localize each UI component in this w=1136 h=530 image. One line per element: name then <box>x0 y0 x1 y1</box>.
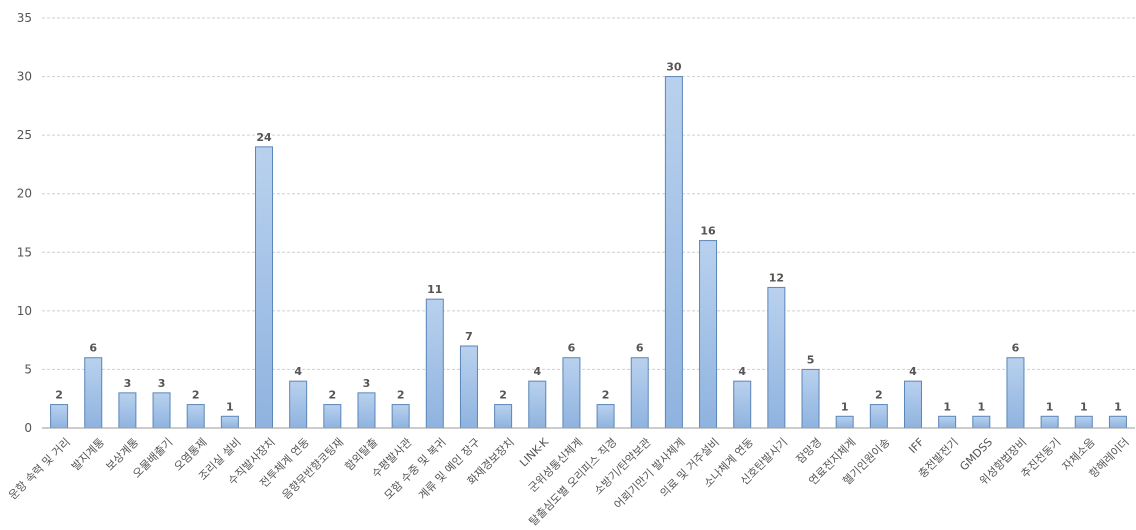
x-category-label: 계류 및 예인 장구 <box>416 436 483 503</box>
bar <box>699 240 718 429</box>
data-label: 6 <box>636 342 644 355</box>
bar <box>835 415 854 429</box>
y-tick-label: 20 <box>17 187 32 201</box>
y-tick-label: 5 <box>24 362 32 376</box>
data-label: 16 <box>700 225 716 238</box>
data-label: 12 <box>769 271 784 284</box>
y-tick-label: 35 <box>17 11 32 25</box>
data-label: 1 <box>1080 400 1088 413</box>
data-label: 2 <box>397 389 405 402</box>
bars <box>50 76 1127 429</box>
x-category-label: 모함 수중 및 복귀 <box>382 436 449 503</box>
bar <box>459 345 478 429</box>
x-category-label: IFF <box>906 436 926 456</box>
bar <box>1108 415 1127 429</box>
bar <box>118 392 137 429</box>
x-category-label: 운항 속력 및 거리 <box>6 436 73 503</box>
data-label: 2 <box>875 389 883 402</box>
bar <box>391 404 410 429</box>
bar <box>972 415 991 429</box>
bar <box>733 380 752 429</box>
data-label: 30 <box>666 61 682 74</box>
data-label: 2 <box>499 389 507 402</box>
bar <box>664 76 683 429</box>
data-label: 1 <box>943 400 951 413</box>
bar <box>1040 415 1059 429</box>
x-category-label: 의료 및 거주설비 <box>658 436 722 500</box>
data-label: 2 <box>602 389 610 402</box>
bar <box>596 404 615 429</box>
bar <box>186 404 205 429</box>
x-category-label: 잠망경 <box>794 436 825 467</box>
bar <box>562 357 581 429</box>
data-label: 3 <box>363 377 371 390</box>
data-label: 6 <box>568 342 576 355</box>
data-label: 3 <box>124 377 132 390</box>
data-label: 6 <box>89 342 97 355</box>
data-label: 1 <box>226 400 234 413</box>
data-label: 1 <box>1114 400 1122 413</box>
bar <box>630 357 649 429</box>
x-category-label: 발지계통 <box>69 436 107 474</box>
data-label: 3 <box>158 377 166 390</box>
bar <box>938 415 957 429</box>
data-label: 4 <box>294 365 302 378</box>
bar <box>869 404 888 429</box>
y-tick-label: 15 <box>17 245 32 259</box>
data-label: 2 <box>192 389 200 402</box>
bar <box>425 298 444 429</box>
y-tick-label: 0 <box>24 421 32 435</box>
y-tick-label: 25 <box>17 128 32 142</box>
data-label: 5 <box>807 353 815 366</box>
y-tick-label: 10 <box>17 304 32 318</box>
bar <box>903 380 922 429</box>
bar <box>528 380 547 429</box>
data-label: 1 <box>841 400 849 413</box>
data-label: 4 <box>533 365 541 378</box>
data-label: 7 <box>465 330 473 343</box>
bar <box>494 404 513 429</box>
bar <box>801 368 820 429</box>
data-label: 2 <box>55 389 63 402</box>
bar <box>152 392 171 429</box>
data-label: 1 <box>977 400 985 413</box>
data-label: 11 <box>427 283 442 296</box>
y-tick-label: 30 <box>17 70 32 84</box>
data-label: 1 <box>1046 400 1054 413</box>
data-label: 2 <box>329 389 337 402</box>
bar <box>289 380 308 429</box>
bar <box>357 392 376 429</box>
data-label: 24 <box>256 131 272 144</box>
data-label: 4 <box>909 365 917 378</box>
data-label: 6 <box>1012 342 1020 355</box>
bar <box>50 404 69 429</box>
bar <box>255 146 274 429</box>
bar <box>220 415 239 429</box>
bar <box>1074 415 1093 429</box>
data-label: 4 <box>738 365 746 378</box>
bar <box>1006 357 1025 429</box>
x-category-label: 음향무반향코팅재 <box>280 436 346 502</box>
bar <box>323 404 342 429</box>
bar <box>84 357 103 429</box>
gridlines <box>42 17 1135 370</box>
y-axis-tick-labels: 0 5 10 15 20 25 30 35 <box>17 11 32 435</box>
bar <box>767 286 786 429</box>
